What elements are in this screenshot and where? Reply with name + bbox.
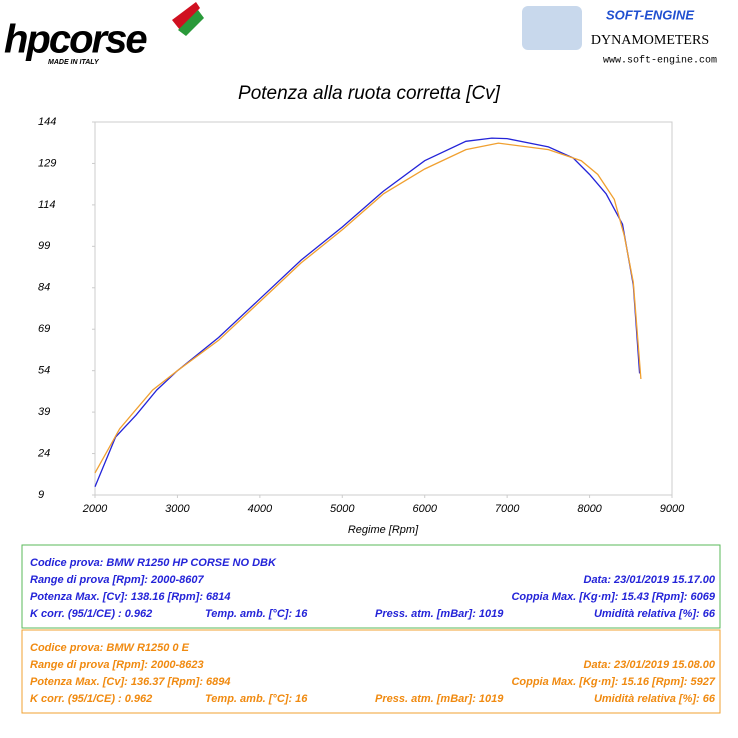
info-text: Range di prova [Rpm]: 2000-8607 [30, 574, 204, 586]
info-text: Coppia Max. [Kg·m]: 15.43 [Rpm]: 6069 [511, 591, 715, 603]
info-box [21, 629, 721, 714]
info-text: Data: 23/01/2019 15.17.00 [584, 574, 716, 586]
plot-frame [94, 121, 673, 496]
info-text: Codice prova: BMW R1250 0 E [30, 642, 190, 654]
x-tick-label: 6000 [412, 503, 437, 515]
y-tick-label: 24 [37, 447, 50, 459]
x-tick-label: 9000 [660, 503, 685, 515]
info-text: Range di prova [Rpm]: 2000-8623 [30, 659, 204, 671]
chart-title: Potenza alla ruota corretta [Cv] [238, 83, 501, 104]
y-tick-label: 144 [38, 116, 56, 128]
info-text: Temp. amb. [°C]: 16 [205, 693, 308, 705]
info-text: Codice prova: BMW R1250 HP CORSE NO DBK [30, 557, 277, 569]
x-tick-label: 3000 [165, 503, 190, 515]
y-tick-label: 84 [38, 282, 50, 294]
maker-logo [522, 6, 582, 50]
y-tick-label: 9 [38, 489, 44, 501]
y-tick-label: 99 [38, 240, 50, 252]
y-tick-label: 39 [38, 406, 50, 418]
power-curve [94, 137, 641, 487]
maker-name: SOFT-ENGINE [606, 7, 694, 22]
x-tick-label: 5000 [330, 503, 355, 515]
maker-product: DYNAMOMETERS [591, 33, 709, 48]
logo-swoosh [172, 2, 200, 30]
info-text: Umidità relativa [%]: 66 [594, 693, 716, 705]
info-text: Press. atm. [mBar]: 1019 [375, 693, 504, 705]
x-axis-label: Regime [Rpm] [348, 524, 419, 536]
y-tick-label: 54 [38, 365, 50, 377]
x-tick-label: 2000 [82, 503, 108, 515]
y-tick-label: 129 [38, 157, 56, 169]
logo-swoosh [178, 10, 204, 36]
brand-logo: hpcorse [4, 18, 147, 62]
info-text: Coppia Max. [Kg·m]: 15.16 [Rpm]: 5927 [511, 676, 715, 688]
info-text: K corr. (95/1/CE) : 0.962 [30, 608, 152, 620]
y-tick-label: 114 [38, 199, 56, 211]
brand-tagline: MADE IN ITALY [48, 59, 100, 66]
x-tick-label: 4000 [248, 503, 273, 515]
info-text: Umidità relativa [%]: 66 [594, 608, 716, 620]
info-text: Press. atm. [mBar]: 1019 [375, 608, 504, 620]
x-tick-label: 8000 [577, 503, 602, 515]
info-text: Potenza Max. [Cv]: 138.16 [Rpm]: 6814 [30, 591, 231, 603]
info-text: Data: 23/01/2019 15.08.00 [584, 659, 716, 671]
info-text: Potenza Max. [Cv]: 136.37 [Rpm]: 6894 [30, 676, 231, 688]
power-curve [94, 142, 642, 474]
x-tick-label: 7000 [495, 503, 520, 515]
info-text: K corr. (95/1/CE) : 0.962 [30, 693, 152, 705]
y-tick-label: 69 [38, 323, 50, 335]
info-text: Temp. amb. [°C]: 16 [205, 608, 308, 620]
maker-site: www.soft-engine.com [603, 55, 717, 67]
info-box [21, 544, 721, 629]
